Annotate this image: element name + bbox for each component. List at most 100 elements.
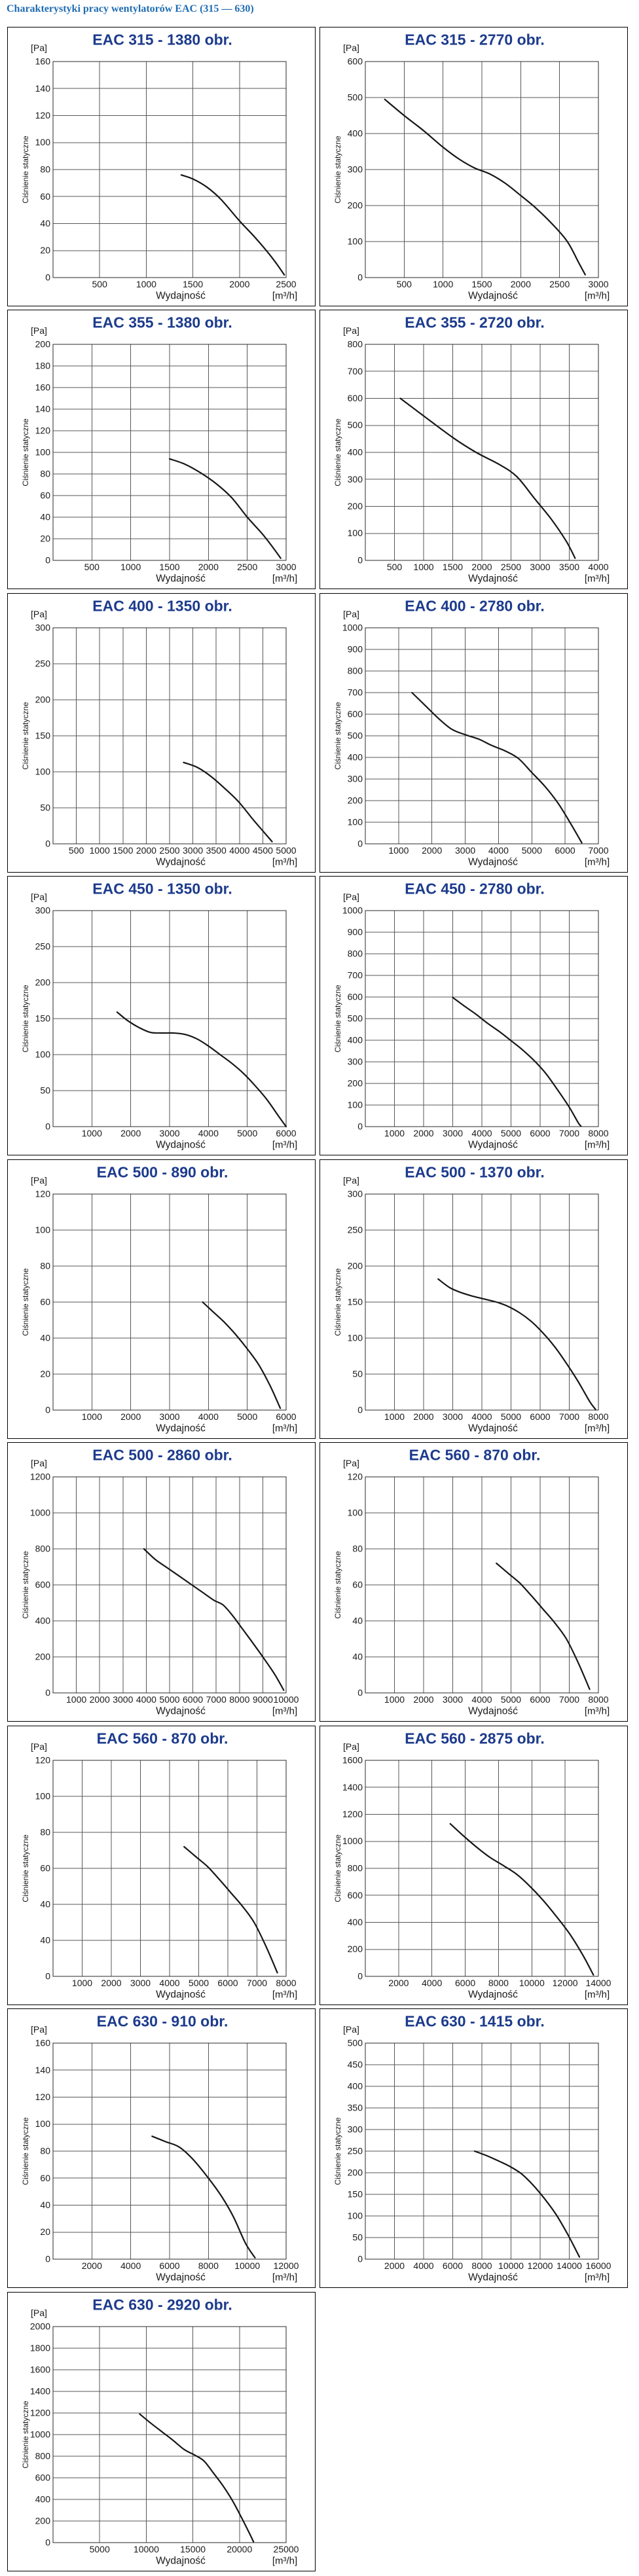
svg-text:1000: 1000 bbox=[384, 1694, 405, 1705]
svg-text:8000: 8000 bbox=[471, 2260, 492, 2271]
svg-text:50: 50 bbox=[40, 803, 50, 813]
svg-text:700: 700 bbox=[348, 366, 363, 376]
svg-text:7000: 7000 bbox=[588, 845, 608, 856]
svg-text:2000: 2000 bbox=[90, 1694, 110, 1705]
svg-text:4000: 4000 bbox=[471, 1128, 492, 1138]
svg-text:250: 250 bbox=[35, 941, 51, 952]
svg-text:180: 180 bbox=[35, 361, 51, 371]
svg-text:20000: 20000 bbox=[227, 2544, 252, 2554]
svg-text:1000: 1000 bbox=[72, 1978, 92, 1988]
svg-text:12000: 12000 bbox=[553, 1978, 578, 1988]
svg-text:300: 300 bbox=[348, 474, 363, 484]
svg-text:80: 80 bbox=[40, 1261, 50, 1271]
svg-text:2500: 2500 bbox=[159, 845, 179, 856]
svg-text:Ciśnienie statyczne: Ciśnienie statyczne bbox=[21, 2401, 30, 2469]
svg-text:[m³/h]: [m³/h] bbox=[272, 2556, 297, 2567]
svg-text:800: 800 bbox=[348, 666, 363, 676]
svg-text:25000: 25000 bbox=[274, 2544, 299, 2554]
svg-text:4500: 4500 bbox=[253, 845, 273, 856]
svg-text:Ciśnienie statyczne: Ciśnienie statyczne bbox=[333, 1268, 342, 1336]
svg-text:200: 200 bbox=[348, 1078, 363, 1089]
svg-text:200: 200 bbox=[348, 200, 363, 211]
svg-text:6000: 6000 bbox=[217, 1978, 238, 1988]
svg-text:Wydajność: Wydajność bbox=[468, 291, 518, 302]
svg-text:0: 0 bbox=[357, 1971, 363, 1982]
svg-text:40: 40 bbox=[40, 1899, 50, 1910]
svg-text:4000: 4000 bbox=[471, 1411, 492, 1422]
svg-text:8000: 8000 bbox=[229, 1694, 249, 1705]
svg-text:EAC 630 - 910 obr.: EAC 630 - 910 obr. bbox=[97, 2013, 228, 2030]
svg-text:500: 500 bbox=[348, 731, 363, 741]
svg-text:[Pa]: [Pa] bbox=[31, 1175, 47, 1186]
svg-text:[m³/h]: [m³/h] bbox=[272, 1140, 297, 1151]
svg-text:500: 500 bbox=[348, 1013, 363, 1024]
svg-text:6000: 6000 bbox=[276, 1128, 296, 1138]
svg-text:[Pa]: [Pa] bbox=[31, 43, 47, 53]
svg-text:6000: 6000 bbox=[530, 1411, 550, 1422]
svg-text:100: 100 bbox=[35, 2118, 51, 2129]
svg-text:[Pa]: [Pa] bbox=[343, 1458, 359, 1468]
svg-text:5000: 5000 bbox=[90, 2544, 110, 2554]
svg-text:[Pa]: [Pa] bbox=[343, 609, 359, 619]
svg-text:4000: 4000 bbox=[229, 845, 249, 856]
svg-text:1200: 1200 bbox=[30, 1472, 50, 1482]
svg-text:5000: 5000 bbox=[237, 1128, 257, 1138]
svg-text:1000: 1000 bbox=[66, 1694, 86, 1705]
svg-text:Ciśnienie statyczne: Ciśnienie statyczne bbox=[333, 1834, 342, 1902]
svg-text:0: 0 bbox=[45, 555, 50, 566]
svg-text:2500: 2500 bbox=[501, 562, 521, 572]
svg-text:2000: 2000 bbox=[229, 279, 249, 289]
svg-text:[m³/h]: [m³/h] bbox=[272, 291, 297, 302]
svg-text:0: 0 bbox=[45, 1688, 50, 1698]
svg-text:EAC 500 - 2860 obr.: EAC 500 - 2860 obr. bbox=[92, 1447, 232, 1464]
svg-text:100: 100 bbox=[35, 447, 51, 458]
svg-text:6000: 6000 bbox=[276, 1411, 296, 1422]
svg-text:4000: 4000 bbox=[198, 1128, 219, 1138]
svg-text:4000: 4000 bbox=[198, 1411, 219, 1422]
svg-text:2000: 2000 bbox=[471, 562, 492, 572]
svg-text:60: 60 bbox=[352, 1580, 363, 1590]
svg-text:6000: 6000 bbox=[530, 1128, 550, 1138]
svg-text:8000: 8000 bbox=[588, 1128, 608, 1138]
svg-text:2000: 2000 bbox=[120, 1411, 141, 1422]
svg-text:9000: 9000 bbox=[253, 1694, 273, 1705]
svg-text:200: 200 bbox=[348, 501, 363, 511]
svg-text:EAC 500 - 890 obr.: EAC 500 - 890 obr. bbox=[97, 1164, 228, 1181]
svg-text:300: 300 bbox=[348, 164, 363, 175]
svg-text:300: 300 bbox=[35, 623, 51, 633]
svg-text:200: 200 bbox=[35, 695, 51, 705]
svg-text:600: 600 bbox=[348, 992, 363, 1002]
svg-text:5000: 5000 bbox=[276, 845, 296, 856]
svg-text:Ciśnienie statyczne: Ciśnienie statyczne bbox=[333, 418, 342, 486]
svg-text:2500: 2500 bbox=[549, 279, 570, 289]
svg-text:140: 140 bbox=[35, 2065, 51, 2075]
svg-text:3000: 3000 bbox=[443, 1411, 463, 1422]
svg-text:20: 20 bbox=[40, 245, 50, 255]
svg-text:1000: 1000 bbox=[388, 845, 409, 856]
svg-text:Wydajność: Wydajność bbox=[156, 573, 206, 585]
svg-text:4000: 4000 bbox=[159, 1978, 179, 1988]
svg-text:1000: 1000 bbox=[136, 279, 156, 289]
svg-text:2000: 2000 bbox=[82, 2260, 102, 2271]
svg-text:500: 500 bbox=[397, 279, 412, 289]
svg-text:100: 100 bbox=[35, 1225, 51, 1235]
svg-text:1000: 1000 bbox=[30, 1508, 50, 1518]
svg-text:400: 400 bbox=[35, 1616, 51, 1626]
svg-text:Ciśnienie statyczne: Ciśnienie statyczne bbox=[333, 985, 342, 1053]
svg-text:[Pa]: [Pa] bbox=[343, 2024, 359, 2035]
svg-text:12000: 12000 bbox=[274, 2260, 299, 2271]
svg-text:14000: 14000 bbox=[557, 2260, 582, 2271]
svg-text:120: 120 bbox=[35, 426, 51, 436]
svg-text:100: 100 bbox=[348, 817, 363, 827]
svg-text:[Pa]: [Pa] bbox=[343, 1175, 359, 1186]
svg-text:20: 20 bbox=[40, 2226, 50, 2237]
svg-text:120: 120 bbox=[348, 1472, 363, 1482]
svg-text:1400: 1400 bbox=[342, 1782, 363, 1792]
svg-text:100: 100 bbox=[348, 236, 363, 247]
svg-text:350: 350 bbox=[348, 2103, 363, 2113]
svg-text:900: 900 bbox=[348, 927, 363, 937]
svg-text:[Pa]: [Pa] bbox=[31, 1741, 47, 1752]
svg-text:100: 100 bbox=[348, 528, 363, 538]
svg-text:0: 0 bbox=[357, 555, 363, 566]
svg-text:3500: 3500 bbox=[206, 845, 227, 856]
